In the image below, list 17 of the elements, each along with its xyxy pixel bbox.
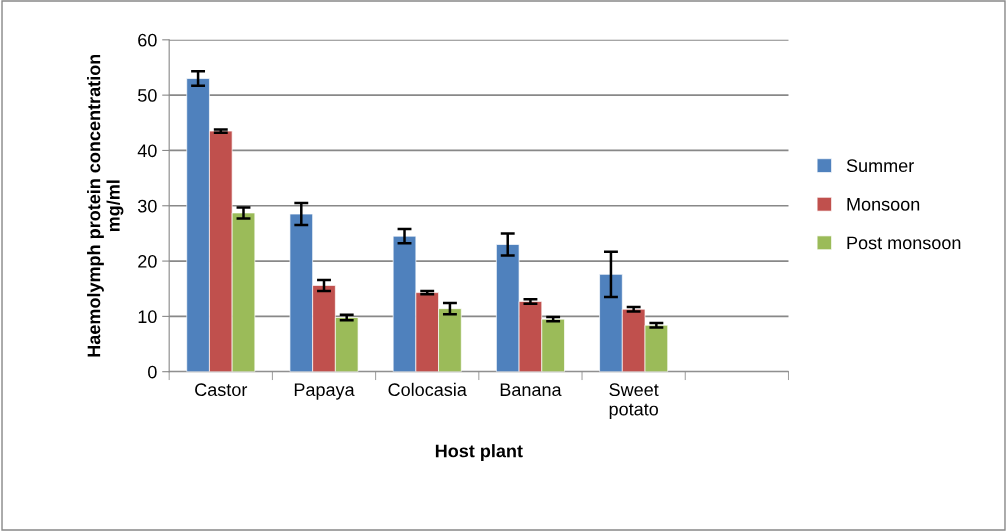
- y-tick-label: 50: [138, 89, 157, 102]
- x-tick-label: Papaya: [294, 383, 355, 400]
- legend-label: Post monsoon: [847, 236, 961, 250]
- x-tick-label: Castor: [195, 383, 248, 397]
- x-axis-title: Host plant: [435, 444, 523, 461]
- y-tick-label: 20: [138, 255, 157, 268]
- y-tick-label: 10: [138, 310, 157, 324]
- x-tick-label: Colocasia: [388, 382, 467, 397]
- y-axis-title: Haemolymph protein concentration mg/ml: [87, 54, 124, 357]
- legend-label: Summer: [846, 159, 914, 173]
- y-tick-label: 0: [148, 365, 157, 379]
- y-tick-label: 60: [138, 33, 157, 47]
- y-tick-label: 30: [137, 199, 157, 213]
- legend-label: Monsoon: [847, 198, 920, 211]
- x-tick-label: Sweet potato: [609, 383, 659, 420]
- x-tick-label: Banana: [500, 383, 562, 397]
- y-tick-label: 40: [137, 144, 157, 158]
